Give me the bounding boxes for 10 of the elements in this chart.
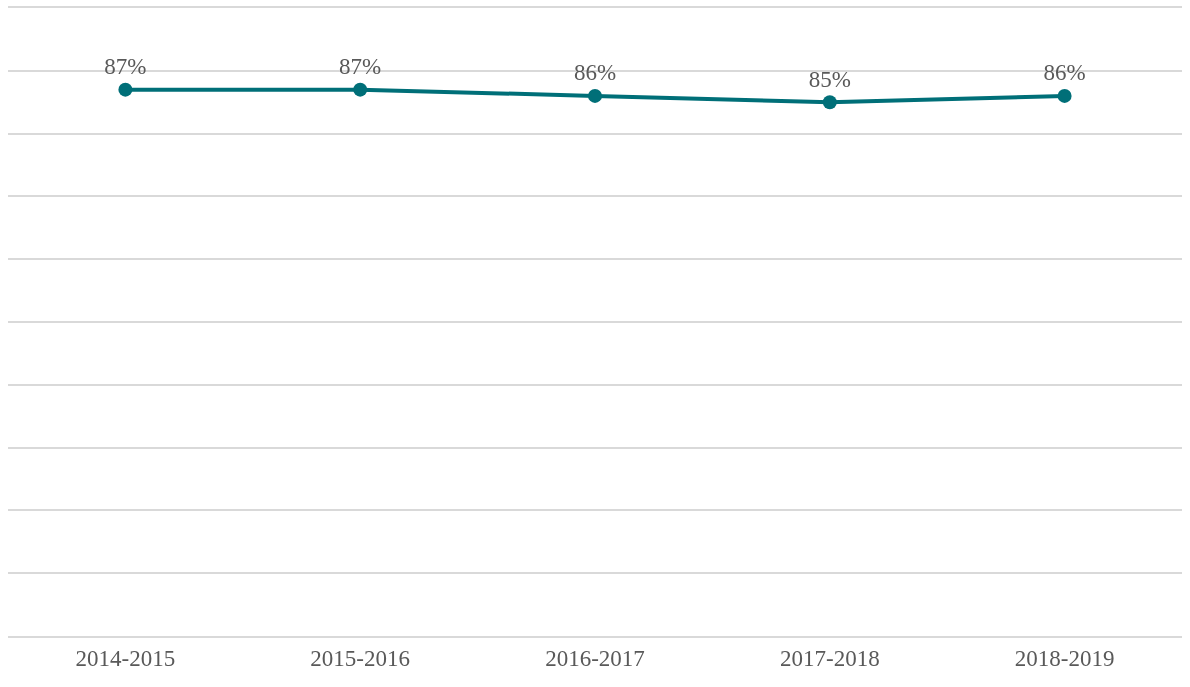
x-tick-label: 2014-2015 <box>75 645 176 671</box>
data-label: 86% <box>1043 60 1086 86</box>
x-tick-label: 2016-2017 <box>545 645 645 671</box>
data-label: 86% <box>573 60 617 86</box>
x-tick-label: 2018-2019 <box>1014 645 1115 671</box>
data-label: 85% <box>808 66 851 92</box>
data-label: 87% <box>104 54 147 80</box>
data-label: 87% <box>339 54 382 80</box>
x-tick-label: 2015-2016 <box>310 645 411 671</box>
x-tick-label: 2017-2018 <box>779 645 880 671</box>
